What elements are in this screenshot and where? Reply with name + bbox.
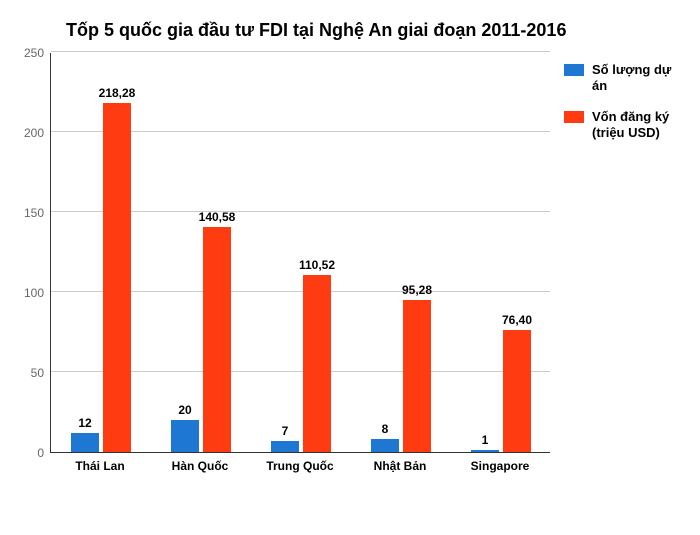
bar: 140,58 (203, 227, 231, 452)
y-tick-label: 50 (31, 366, 44, 380)
bar: 76,40 (503, 330, 531, 452)
plot-area: 12218,2820140,587110,52895,28176,40 (50, 53, 550, 453)
x-tick-label: Hàn Quốc (172, 459, 229, 473)
bar-value-label: 95,28 (402, 283, 432, 297)
bar-group: 176,40 (471, 330, 531, 452)
legend-item: Số lượng dự án (564, 62, 684, 95)
y-tick-label: 150 (24, 206, 44, 220)
bar-value-label: 8 (382, 422, 389, 436)
legend-swatch (564, 64, 584, 76)
y-tick-label: 200 (24, 126, 44, 140)
bar: 20 (171, 420, 199, 452)
bar-group: 20140,58 (171, 227, 231, 452)
x-tick-label: Trung Quốc (266, 459, 333, 473)
bar-group: 12218,28 (71, 103, 131, 452)
bar: 7 (271, 441, 299, 452)
bar: 110,52 (303, 275, 331, 452)
y-tick-label: 100 (24, 286, 44, 300)
bar-value-label: 7 (282, 424, 289, 438)
bar-value-label: 110,52 (299, 258, 335, 272)
legend-label: Vốn đăng ký (triệu USD) (592, 109, 684, 142)
y-axis: 050100150200250 (10, 53, 50, 453)
bar-value-label: 76,40 (502, 313, 532, 327)
x-axis-labels: Thái Lan Hàn Quốc Trung Quốc Nhật Bản Singap… (50, 453, 550, 473)
chart-container: Tốp 5 quốc gia đầu tư FDI tại Nghệ An gi… (10, 20, 690, 520)
bar-value-label: 20 (178, 403, 191, 417)
x-tick-label: Thái Lan (75, 459, 124, 473)
bar: 218,28 (103, 103, 131, 452)
x-tick-label: Nhật Bản (374, 459, 427, 473)
bar-value-label: 12 (78, 416, 91, 430)
legend-label: Số lượng dự án (592, 62, 684, 95)
x-tick-label: Singapore (471, 459, 530, 473)
legend-swatch (564, 111, 584, 123)
gridline (51, 51, 550, 52)
bar-value-label: 140,58 (199, 210, 236, 224)
legend: Số lượng dự án Vốn đăng ký (triệu USD) (564, 62, 684, 155)
legend-item: Vốn đăng ký (triệu USD) (564, 109, 684, 142)
bar-group: 7 110,52 (271, 275, 331, 452)
bar: 1 (471, 450, 499, 452)
bar-value-label: 1 (482, 433, 489, 447)
bar: 95,28 (403, 300, 431, 452)
bar-value-label: 218,28 (99, 86, 136, 100)
y-tick-label: 0 (37, 446, 44, 460)
bar: 12 (71, 433, 99, 452)
bar-group: 895,28 (371, 300, 431, 452)
y-tick-label: 250 (24, 46, 44, 60)
bar: 8 (371, 439, 399, 452)
chart-title: Tốp 5 quốc gia đầu tư FDI tại Nghệ An gi… (66, 20, 690, 41)
